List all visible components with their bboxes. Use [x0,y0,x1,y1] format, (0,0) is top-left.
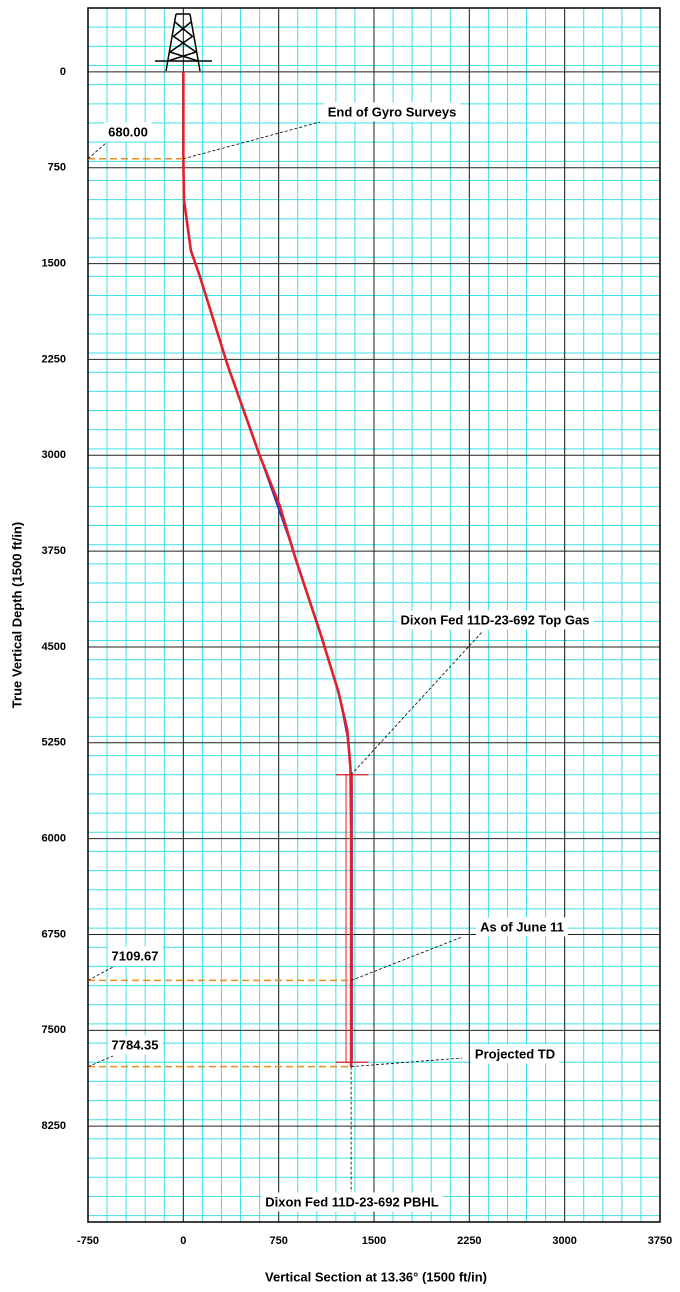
annotation: 7109.67 [112,948,159,963]
x-tick-label: 750 [269,1235,287,1247]
y-tick-label: 6000 [42,833,66,845]
y-tick-label: 750 [48,162,66,174]
annotation-box [470,1044,560,1064]
leader-line [351,1057,463,1068]
annotation-box [323,102,461,122]
trajectory [182,71,353,1067]
x-tick-label: 2250 [457,1235,481,1247]
annotation: Dixon Fed 11D-23-692 Top Gas [400,612,589,627]
y-tick-label: 8250 [42,1120,66,1132]
annotation: 7784.35 [112,1037,159,1052]
x-tick-label: 0 [180,1235,186,1247]
annotation: Projected TD [475,1046,555,1061]
annotation-box [107,946,163,966]
plot-frame [87,7,661,1223]
y-tick-label: 4500 [42,641,66,653]
leader-line [350,936,463,981]
leader-line [183,121,321,160]
x-tick-label: 3750 [648,1235,672,1247]
y-tick-label: 2250 [42,353,66,365]
y-tick-label: 5250 [42,737,66,749]
x-tick-label: 1500 [362,1235,386,1247]
derrick [155,13,212,72]
annotation: 680.00 [108,124,148,139]
annotation-box [396,610,594,630]
y-tick-label: 0 [60,66,66,78]
annotation: Dixon Fed 11D-23-692 PBHL [265,1194,438,1209]
annotation-box [104,122,152,142]
x-axis-label: Vertical Section at 13.36° (1500 ft/in) [265,1269,487,1284]
y-tick-label: 3000 [42,449,66,461]
annotation: End of Gyro Surveys [328,104,457,119]
marks [182,71,369,1067]
annotation-box [261,1192,443,1212]
y-tick-label: 3750 [42,545,66,557]
y-tick-label: 6750 [42,928,66,940]
trajectory [182,71,353,1067]
leader-line [350,631,483,776]
leader-line [87,966,114,981]
annotation: As of June 11 [480,919,564,934]
annotation-box [476,917,568,937]
y-tick-label: 7500 [42,1024,66,1036]
leader-line [87,1055,114,1068]
y-tick-label: 1500 [42,257,66,269]
y-axis-label: True Vertical Depth (1500 ft/in) [9,522,24,708]
annotation-box [107,1035,163,1055]
x-tick-label: -750 [77,1235,99,1247]
x-tick-label: 3000 [552,1235,576,1247]
leader-line [87,142,107,160]
